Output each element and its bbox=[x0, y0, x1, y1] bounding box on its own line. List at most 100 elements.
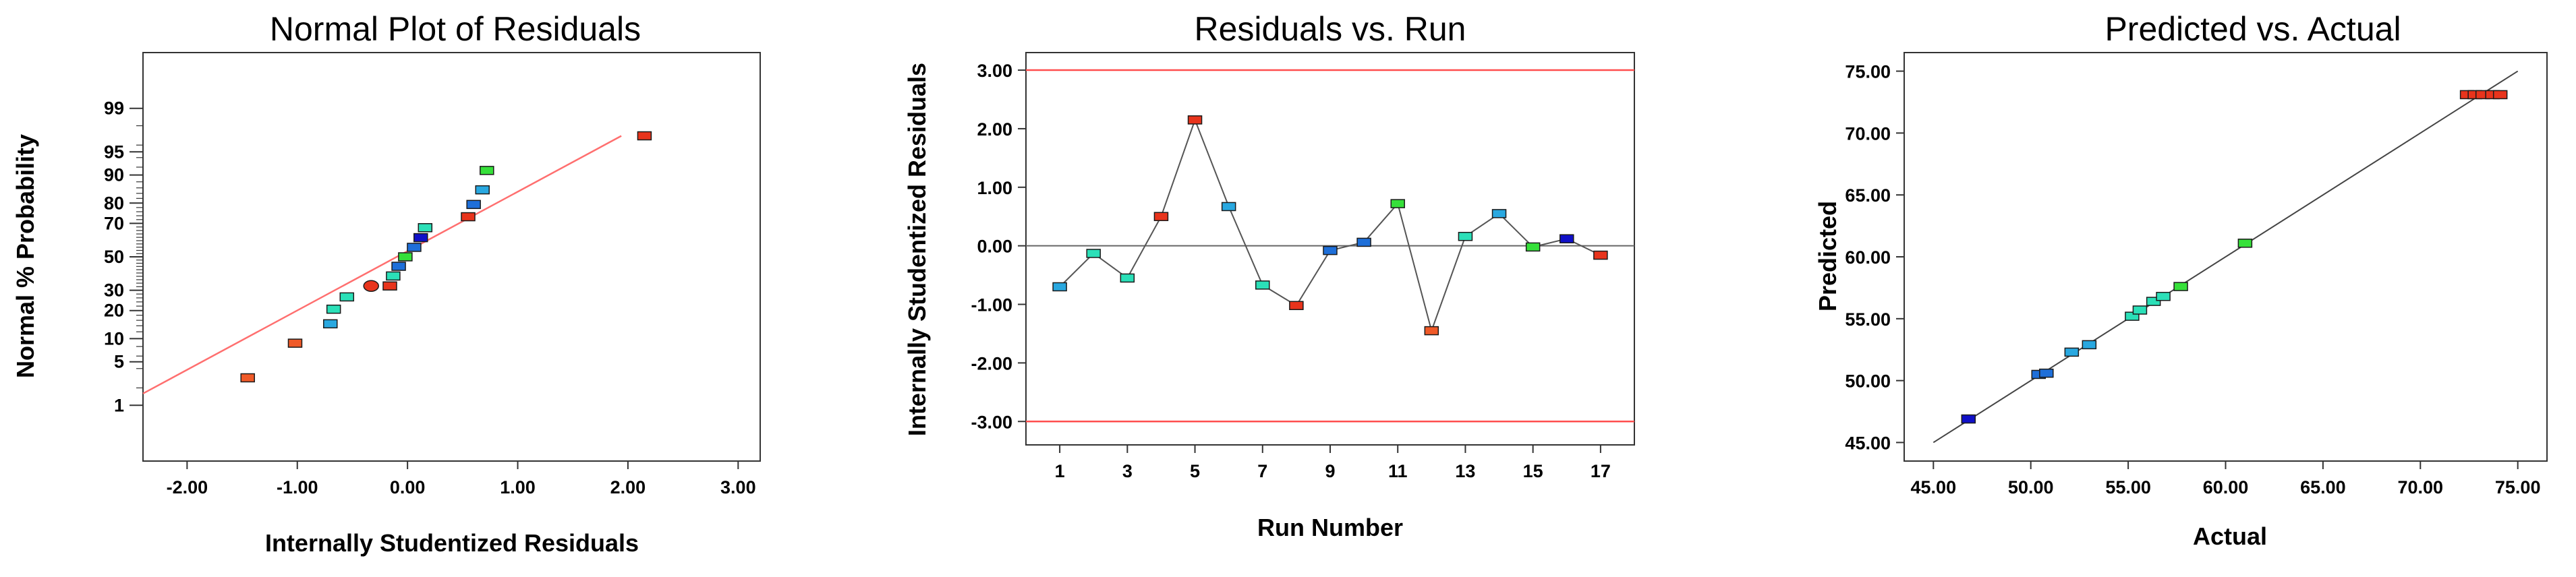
data-point bbox=[407, 243, 422, 252]
points bbox=[1052, 115, 1608, 336]
data-point bbox=[1120, 273, 1135, 283]
data-point bbox=[413, 233, 428, 243]
data-point bbox=[2237, 239, 2253, 248]
x-tick-label: 5 bbox=[1190, 461, 1200, 481]
x-axis-label: Run Number bbox=[1257, 514, 1403, 541]
plot-area bbox=[142, 52, 761, 462]
data-point bbox=[323, 319, 338, 329]
data-point bbox=[480, 166, 494, 175]
reference-line bbox=[142, 135, 622, 394]
data-point bbox=[2082, 340, 2097, 350]
data-point bbox=[382, 281, 397, 291]
predicted-vs-actual-chart: Predicted vs. Actual 75.00 70.00 65.00 60.0… bbox=[1814, 10, 2548, 550]
x-axis-label: Actual bbox=[2193, 522, 2267, 550]
y-tick-label: 90 bbox=[104, 165, 124, 185]
reference-line bbox=[1933, 70, 2519, 444]
y-tick-label: 10 bbox=[104, 328, 124, 348]
data-point bbox=[339, 292, 355, 302]
y-axis: 3.00 2.00 1.00 0.00 -1.00 -2.00 -3.00 bbox=[971, 61, 1026, 432]
data-point bbox=[1086, 249, 1101, 258]
data-point bbox=[637, 131, 652, 141]
reference-line-group bbox=[142, 135, 622, 394]
y-tick-label: 0.00 bbox=[977, 237, 1012, 257]
x-tick-label: 11 bbox=[1388, 461, 1408, 481]
y-tick-label: 3.00 bbox=[977, 61, 1012, 81]
x-tick-label: 15 bbox=[1523, 461, 1543, 481]
x-tick-label: 2.00 bbox=[610, 477, 646, 497]
data-point bbox=[386, 271, 401, 281]
y-tick-label: 99 bbox=[104, 98, 124, 119]
points bbox=[1961, 90, 2508, 424]
x-axis: 1 3 5 7 9 11 13 15 17 bbox=[1055, 445, 1611, 481]
data-point bbox=[1424, 326, 1439, 336]
x-tick-label: -1.00 bbox=[277, 477, 318, 497]
y-tick-label: 30 bbox=[104, 280, 124, 301]
x-axis: 45.00 50.00 55.00 60.00 65.00 70.00 75.00 bbox=[1911, 461, 2541, 497]
y-tick-label: 80 bbox=[104, 193, 124, 213]
data-point bbox=[1593, 250, 1608, 260]
x-axis: -2.00 -1.00 0.00 1.00 2.00 3.00 bbox=[167, 461, 756, 497]
data-point bbox=[2173, 282, 2188, 291]
data-point bbox=[1491, 209, 1507, 218]
x-tick-label: 0.00 bbox=[390, 477, 426, 497]
y-tick-label: 20 bbox=[104, 301, 124, 321]
data-point bbox=[391, 262, 406, 271]
data-point bbox=[466, 200, 481, 210]
y-tick-label: 70 bbox=[104, 213, 124, 233]
data-point bbox=[1559, 234, 1574, 243]
y-tick-label: 50 bbox=[104, 247, 124, 267]
data-point bbox=[398, 252, 413, 262]
x-tick-label: 70.00 bbox=[2397, 477, 2443, 497]
data-point bbox=[1390, 199, 1405, 208]
x-tick-label: 3.00 bbox=[720, 477, 756, 497]
reference-line-group bbox=[1933, 70, 2519, 444]
y-tick-label: 55.00 bbox=[1845, 309, 1891, 330]
y-tick-label: 70.00 bbox=[1845, 123, 1891, 144]
x-tick-label: 1.00 bbox=[500, 477, 536, 497]
residuals-vs-run-chart: Residuals vs. Run 3.00 2.00 1.00 0.00 -1.00 -… bbox=[903, 10, 1635, 541]
data-point bbox=[1187, 115, 1203, 125]
data-point bbox=[2492, 90, 2508, 100]
data-point bbox=[326, 304, 341, 314]
data-point bbox=[1961, 414, 1976, 424]
x-tick-label: 7 bbox=[1257, 461, 1267, 481]
data-point bbox=[240, 373, 255, 383]
y-tick-label: -3.00 bbox=[971, 412, 1012, 432]
data-point bbox=[2132, 305, 2148, 315]
data-point bbox=[363, 280, 379, 292]
x-tick-label: 1 bbox=[1055, 461, 1065, 481]
y-axis: 75.00 70.00 65.00 60.00 55.00 50.00 45.00 bbox=[1845, 62, 1904, 453]
y-tick-label: -2.00 bbox=[971, 353, 1012, 373]
data-point bbox=[461, 212, 476, 222]
y-tick-label: -1.00 bbox=[971, 295, 1012, 315]
x-tick-label: 65.00 bbox=[2300, 477, 2346, 497]
x-tick-label: 55.00 bbox=[2105, 477, 2151, 497]
x-tick-label: 45.00 bbox=[1911, 477, 1957, 497]
y-axis-label: Internally Studentized Residuals bbox=[903, 63, 931, 436]
y-tick-label: 1 bbox=[114, 395, 124, 415]
y-tick-label: 60.00 bbox=[1845, 247, 1891, 268]
y-tick-label: 45.00 bbox=[1845, 433, 1891, 453]
data-point bbox=[1052, 282, 1067, 292]
data-point bbox=[1153, 212, 1169, 221]
x-axis-label: Internally Studentized Residuals bbox=[265, 529, 639, 557]
data-point bbox=[475, 185, 490, 195]
data-point bbox=[287, 338, 303, 348]
chart-title: Predicted vs. Actual bbox=[2105, 10, 2401, 48]
y-tick-label: 75.00 bbox=[1845, 62, 1891, 82]
x-tick-label: -2.00 bbox=[167, 477, 208, 497]
data-point bbox=[2156, 292, 2171, 301]
data-point bbox=[1323, 245, 1338, 255]
data-point bbox=[418, 223, 433, 233]
y-tick-label: 65.00 bbox=[1845, 185, 1891, 206]
x-tick-label: 60.00 bbox=[2203, 477, 2249, 497]
y-axis-label: Predicted bbox=[1814, 201, 1841, 311]
y-tick-label: 50.00 bbox=[1845, 371, 1891, 392]
x-tick-label: 75.00 bbox=[2495, 477, 2541, 497]
data-point bbox=[1289, 301, 1304, 311]
x-tick-label: 50.00 bbox=[2008, 477, 2054, 497]
